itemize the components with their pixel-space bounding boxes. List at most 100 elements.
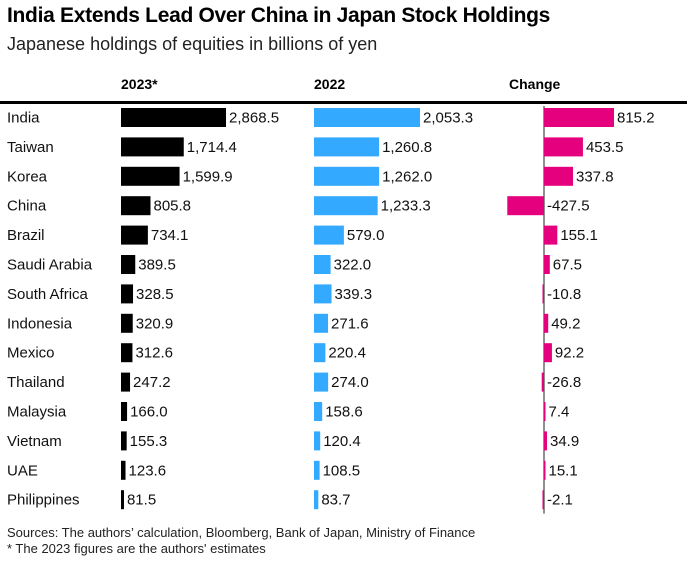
bar-change <box>542 284 544 304</box>
data-label: 155.3 <box>130 433 168 450</box>
data-label: 322.0 <box>334 257 372 274</box>
data-label: 155.1 <box>560 227 598 244</box>
bar-2023 <box>121 431 127 451</box>
bar-2022 <box>314 166 380 186</box>
bar-change <box>544 108 614 127</box>
bar-2022 <box>314 431 321 451</box>
category-label: Mexico <box>7 345 55 362</box>
category-label: UAE <box>7 462 38 479</box>
data-label: 247.2 <box>133 374 171 391</box>
data-label: 67.5 <box>553 257 582 274</box>
bar-2023 <box>121 402 128 421</box>
category-label: South Africa <box>7 286 89 303</box>
bar-2023 <box>121 108 226 127</box>
category-label: Thailand <box>7 374 65 391</box>
data-label: 1,260.8 <box>382 139 432 156</box>
data-label: 805.8 <box>153 198 191 215</box>
category-label: Saudi Arabia <box>7 257 93 274</box>
bar-change <box>544 343 552 363</box>
bar-2023 <box>121 255 136 274</box>
bar-2022 <box>314 460 320 480</box>
category-label: Brazil <box>7 227 45 244</box>
bar-change <box>541 372 544 392</box>
category-label: Korea <box>7 168 48 185</box>
bar-2022 <box>314 284 332 304</box>
bar-2022 <box>314 255 331 274</box>
data-label: 2,053.3 <box>423 110 473 127</box>
category-label: India <box>7 110 40 127</box>
data-label: 579.0 <box>347 227 385 244</box>
bar-change <box>507 196 544 216</box>
category-label: Taiwan <box>7 139 54 156</box>
column-header-change: Change <box>509 76 561 92</box>
data-label: 1,262.0 <box>382 168 432 185</box>
bar-2023 <box>121 313 133 333</box>
data-label: 1,233.3 <box>381 198 431 215</box>
category-label: Malaysia <box>7 404 67 421</box>
bar-2023 <box>121 166 180 186</box>
chart-subtitle: Japanese holdings of equities in billion… <box>7 34 378 54</box>
data-label: 453.5 <box>586 139 624 156</box>
bar-2022 <box>314 196 378 216</box>
bar-2022 <box>314 225 344 245</box>
data-label: -427.5 <box>547 198 590 215</box>
category-label: Indonesia <box>7 315 73 332</box>
category-label: China <box>7 198 47 215</box>
bar-2022 <box>314 137 380 157</box>
category-label: Philippines <box>7 492 80 509</box>
data-label: 166.0 <box>130 404 168 421</box>
data-label: -26.8 <box>547 374 581 391</box>
bar-change <box>542 490 544 510</box>
bar-change <box>544 166 574 186</box>
data-label: 92.2 <box>555 345 584 362</box>
bar-2022 <box>314 372 329 392</box>
bar-2023 <box>121 460 126 480</box>
data-label: 7.4 <box>549 404 570 421</box>
bar-change <box>544 137 583 157</box>
data-label: -2.1 <box>547 492 573 509</box>
bar-2023 <box>121 196 151 216</box>
data-label: 81.5 <box>127 492 156 509</box>
bar-2022 <box>314 313 329 333</box>
bar-2022 <box>314 343 326 363</box>
footnote: * The 2023 figures are the authors' esti… <box>7 541 266 556</box>
bar-2023 <box>121 490 124 510</box>
data-label: 220.4 <box>328 345 366 362</box>
bar-change <box>544 313 549 333</box>
chart-title: India Extends Lead Over China in Japan S… <box>7 4 551 27</box>
data-label: 2,868.5 <box>229 110 279 127</box>
data-label: -10.8 <box>547 286 581 303</box>
data-label: 328.5 <box>136 286 174 303</box>
bar-2023 <box>121 372 131 392</box>
data-label: 158.6 <box>325 404 363 421</box>
data-label: 1,714.4 <box>187 139 237 156</box>
bar-2022 <box>314 108 420 127</box>
bar-change <box>544 460 546 480</box>
data-label: 320.9 <box>136 315 174 332</box>
data-label: 83.7 <box>321 492 350 509</box>
data-label: 274.0 <box>331 374 369 391</box>
data-label: 389.5 <box>138 257 176 274</box>
data-label: 312.6 <box>135 345 173 362</box>
data-label: 34.9 <box>550 433 579 450</box>
category-label: Vietnam <box>7 433 62 450</box>
data-label: 815.2 <box>617 110 655 127</box>
data-label: 337.8 <box>576 168 614 185</box>
bar-2023 <box>121 284 134 304</box>
data-label: 120.4 <box>323 433 361 450</box>
bar-2023 <box>121 343 133 363</box>
bar-change <box>544 255 550 274</box>
data-label: 339.3 <box>335 286 373 303</box>
bar-2023 <box>121 225 148 245</box>
data-label: 1,599.9 <box>183 168 233 185</box>
bar-change <box>544 402 546 421</box>
bar-2022 <box>314 402 323 421</box>
bar-change <box>544 431 547 451</box>
column-header-2023: 2023* <box>121 76 158 92</box>
bar-change <box>544 225 558 245</box>
header-rule <box>0 101 687 104</box>
data-label: 734.1 <box>151 227 189 244</box>
data-label: 123.6 <box>129 462 167 479</box>
data-label: 49.2 <box>551 315 580 332</box>
